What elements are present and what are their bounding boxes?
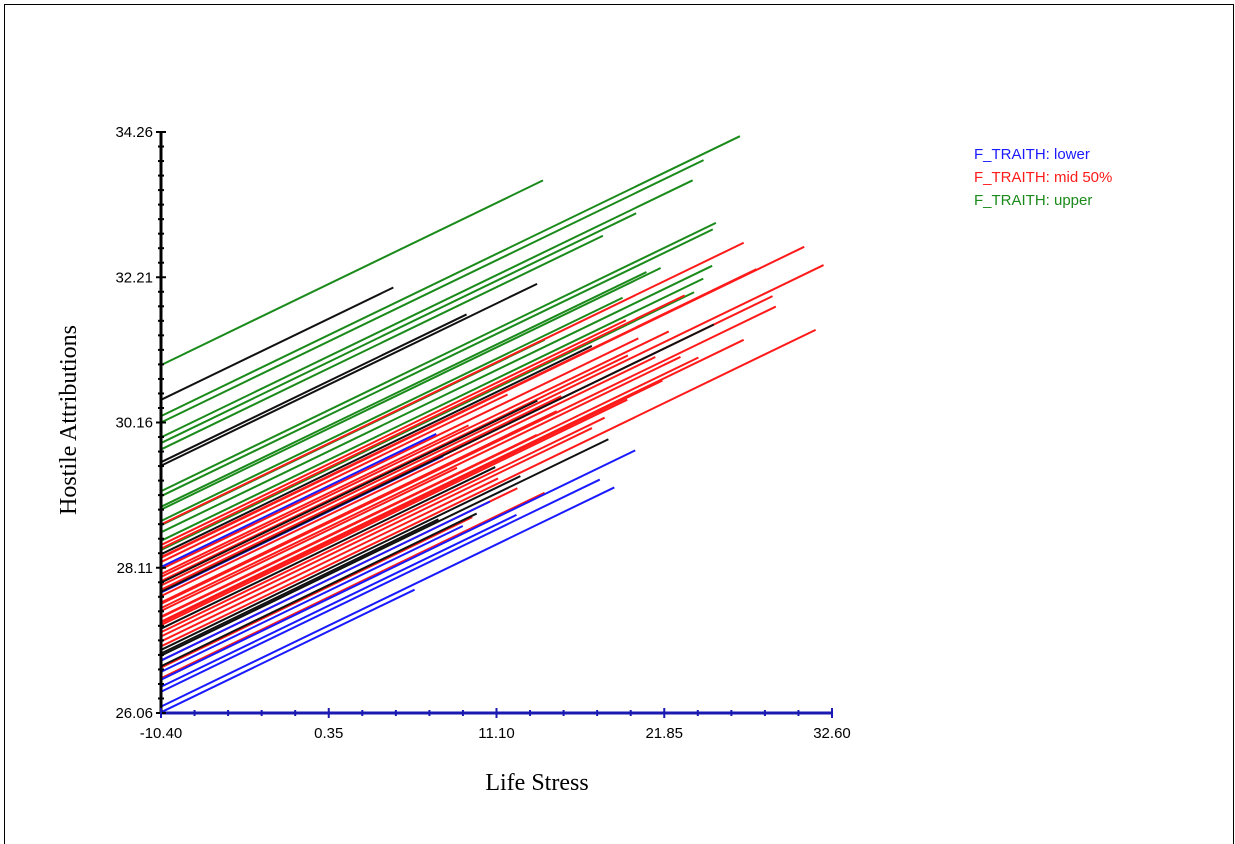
x-tick-label: 11.10	[478, 725, 514, 742]
series-line-upper-1	[160, 159, 705, 424]
series-line-upper-8	[160, 296, 624, 522]
series-line-unlabeled-9	[160, 399, 538, 584]
series-line-upper-3	[160, 234, 604, 451]
series-line-lower-4	[160, 513, 517, 688]
series-line-upper-2	[160, 135, 741, 418]
series-line-unlabeled-3	[160, 438, 609, 657]
series-line-mid-17	[160, 398, 628, 627]
y-tick-label: 28.11	[117, 560, 153, 577]
series-line-upper-7	[160, 228, 714, 498]
series-line-mid-4	[160, 268, 757, 559]
series-line-lower-0	[160, 449, 636, 681]
series-line-unlabeled-5	[160, 466, 496, 630]
series-line-mid-25	[160, 491, 545, 680]
legend-item-lower: F_TRAITH: lower	[974, 146, 1090, 163]
series-line-upper-12	[160, 277, 704, 542]
series-line-mid-26	[160, 516, 473, 669]
series-line-mid-11	[160, 354, 629, 583]
x-ticks: -10.40 0.35 11.10 21.85 32.60	[140, 708, 851, 742]
series-line-upper-5	[160, 212, 637, 444]
series-line-unlabeled-10	[160, 345, 593, 556]
series-line-mid-2	[160, 264, 825, 587]
series-line-mid-0	[160, 241, 745, 526]
series-line-mid-3	[160, 294, 686, 550]
series-line-lower-3	[160, 500, 491, 662]
series-line-mid-21	[160, 410, 558, 604]
series-line-mid-29	[160, 466, 458, 612]
series-line-lower-1	[160, 478, 601, 693]
series-line-upper-13	[160, 271, 647, 508]
series-line-mid-9	[160, 319, 627, 546]
series-line-mid-6	[160, 305, 777, 605]
series-line-lower-6	[160, 588, 416, 714]
legend: F_TRAITH: lower F_TRAITH: mid 50% F_TRAI…	[974, 143, 1112, 212]
x-tick-label: 32.60	[813, 725, 851, 742]
series-line-mid-20	[160, 395, 562, 591]
series-line-unlabeled-6	[160, 518, 439, 655]
series-line-upper-10	[160, 264, 713, 534]
series-line-mid-19	[160, 427, 593, 638]
series-lines	[160, 135, 825, 714]
series-line-unlabeled-8	[160, 323, 715, 593]
series-line-mid-7	[160, 338, 745, 623]
y-tick-label: 32.21	[115, 269, 153, 286]
series-line-mid-12	[160, 330, 670, 578]
series-line-lower-2	[160, 486, 615, 708]
legend-item-mid: F_TRAITH: mid 50%	[974, 169, 1113, 186]
x-tick-label: -10.40	[140, 725, 183, 742]
series-line-mid-13	[160, 356, 656, 597]
series-line-mid-28	[160, 393, 509, 563]
y-tick-label: 30.16	[115, 415, 153, 432]
y-ticks: 26.06 28.11 30.16 32.21 34.26	[115, 124, 166, 722]
series-line-mid-22	[160, 434, 538, 618]
series-line-mid-27	[160, 424, 470, 576]
series-line-mid-23	[160, 477, 499, 643]
legend-item-upper: F_TRAITH: upper	[974, 192, 1093, 209]
series-line-mid-10	[160, 337, 639, 571]
series-line-mid-16	[160, 379, 663, 624]
series-line-unlabeled-7	[160, 512, 478, 668]
series-line-mid-18	[160, 416, 606, 634]
y-axis-label: Hostile Attributions	[56, 325, 82, 515]
y-tick-label: 34.26	[115, 124, 153, 141]
series-line-lower-8	[160, 433, 437, 568]
series-line-upper-9	[160, 267, 662, 511]
series-line-unlabeled-0	[160, 286, 394, 401]
series-line-upper-6	[160, 221, 717, 493]
y-tick-label: 26.06	[115, 705, 153, 722]
series-line-upper-0	[160, 179, 544, 367]
x-axis-label: Life Stress	[485, 770, 588, 796]
series-line-mid-8	[160, 328, 817, 648]
series-line-unlabeled-4	[160, 475, 521, 651]
x-tick-label: 0.35	[314, 725, 343, 742]
series-line-lower-5	[160, 525, 464, 673]
series-line-unlabeled-2	[160, 282, 538, 467]
x-tick-label: 21.85	[645, 725, 683, 742]
chart-frame	[4, 4, 1234, 844]
series-line-mid-14	[160, 356, 681, 610]
series-line-unlabeled-1	[160, 313, 467, 464]
series-line-upper-4	[160, 179, 694, 439]
